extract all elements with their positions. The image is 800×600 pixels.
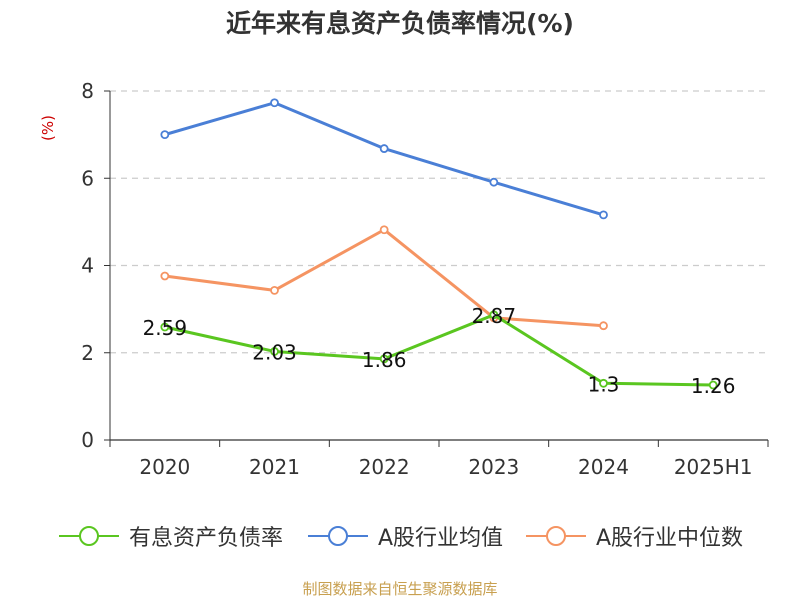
legend-label: A股行业中位数 xyxy=(596,526,744,551)
y-axis-label: (%) xyxy=(39,115,57,141)
data-point xyxy=(379,144,389,153)
series-line xyxy=(164,101,604,217)
x-tick-label: 2024 xyxy=(578,455,629,479)
legend-marker-green xyxy=(59,526,119,546)
data-label: 2.87 xyxy=(472,304,517,328)
data-point xyxy=(160,322,170,332)
source-note: 制图数据来自恒生聚源数据库 xyxy=(302,580,498,598)
x-tick-label: 2020 xyxy=(139,455,190,479)
data-label: 1.3 xyxy=(588,372,620,396)
x-tick-label: 2025H1 xyxy=(674,455,753,479)
data-point xyxy=(708,380,718,390)
y-tick-label: 8 xyxy=(81,79,94,103)
x-tick-label: 2021 xyxy=(249,455,300,479)
data-point xyxy=(160,130,170,140)
legend-item-industry-median[interactable]: A股行业中位数 xyxy=(524,520,743,552)
legend-marker-orange xyxy=(526,526,586,546)
data-point xyxy=(160,271,170,281)
data-point xyxy=(270,347,279,356)
y-tick-label: 0 xyxy=(81,428,94,452)
data-label: 2.03 xyxy=(252,340,297,364)
data-point xyxy=(270,285,279,295)
data-point xyxy=(489,310,499,320)
data-label: 2.59 xyxy=(143,316,188,340)
data-point xyxy=(599,378,608,388)
data-label: 1.86 xyxy=(362,348,407,372)
y-tick-label: 2 xyxy=(81,341,94,365)
y-tick-label: 4 xyxy=(81,254,94,278)
data-point xyxy=(379,225,389,235)
x-tick-label: 2023 xyxy=(468,455,519,479)
legend-label: A股行业均值 xyxy=(378,526,504,551)
legend-item-interest-bearing[interactable]: 有息资产负债率 xyxy=(57,520,283,552)
data-point xyxy=(599,210,608,220)
legend-item-industry-mean[interactable]: A股行业均值 xyxy=(306,520,503,552)
y-tick-label: 6 xyxy=(81,166,94,190)
series-line xyxy=(164,228,604,328)
data-point xyxy=(379,354,389,364)
data-point xyxy=(270,98,279,108)
data-label: 1.26 xyxy=(691,374,736,398)
chart-title: 近年来有息资产负债率情况(%) xyxy=(226,9,574,38)
data-point xyxy=(599,321,608,331)
legend-label: 有息资产负债率 xyxy=(129,526,284,551)
series-line xyxy=(164,313,714,387)
legend-marker-blue xyxy=(308,526,368,546)
data-point xyxy=(489,177,499,187)
x-tick-label: 2022 xyxy=(359,455,410,479)
